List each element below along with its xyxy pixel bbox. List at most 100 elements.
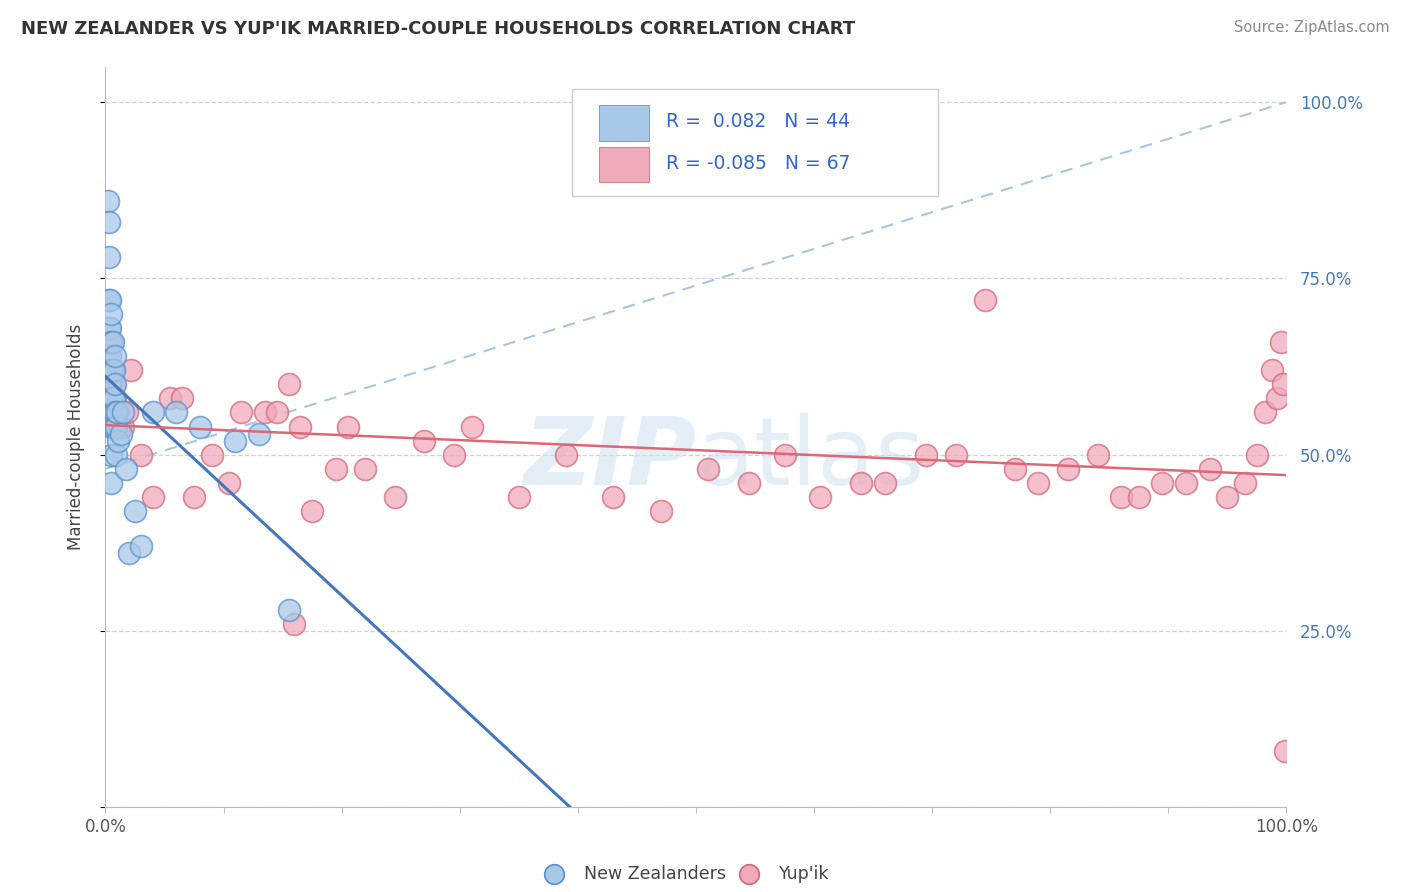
Point <box>543 863 565 878</box>
Point <box>602 490 624 504</box>
Point <box>110 426 132 441</box>
Point <box>1028 475 1050 490</box>
Point <box>873 475 896 490</box>
Point <box>1128 490 1150 504</box>
Point <box>1234 475 1257 490</box>
Point <box>97 194 120 208</box>
Point <box>107 434 129 448</box>
Point <box>98 250 121 264</box>
Point <box>101 392 124 406</box>
Point <box>98 293 121 307</box>
Point <box>101 334 124 349</box>
Point <box>336 419 359 434</box>
Point <box>142 405 165 419</box>
Text: New Zealanders: New Zealanders <box>583 865 725 883</box>
Point <box>773 448 796 462</box>
Point <box>945 448 967 462</box>
Point <box>98 334 121 349</box>
Point <box>112 419 135 434</box>
Point <box>98 349 121 363</box>
Point <box>183 490 205 504</box>
Point <box>1274 744 1296 758</box>
Point <box>231 405 253 419</box>
Point <box>974 293 997 307</box>
Point <box>124 504 146 518</box>
Point <box>98 320 121 334</box>
Point <box>277 377 299 392</box>
Point <box>224 434 246 448</box>
Point <box>1198 462 1220 476</box>
Point <box>384 490 406 504</box>
Point <box>100 419 122 434</box>
Point <box>100 334 122 349</box>
Point <box>301 504 323 518</box>
Point <box>266 405 288 419</box>
Point <box>100 307 122 321</box>
Text: ZIP: ZIP <box>523 413 696 505</box>
Text: R =  0.082   N = 44: R = 0.082 N = 44 <box>666 112 851 131</box>
Point <box>105 405 128 419</box>
Point <box>108 419 131 434</box>
Point <box>98 293 121 307</box>
Point <box>354 462 377 476</box>
Point <box>1254 405 1277 419</box>
Point <box>98 377 121 392</box>
Point <box>1109 490 1132 504</box>
Text: Yup'ik: Yup'ik <box>779 865 830 883</box>
Point <box>696 462 718 476</box>
Point <box>172 392 194 406</box>
Point <box>98 377 121 392</box>
Point <box>218 475 240 490</box>
Point <box>98 320 121 334</box>
Point <box>101 405 124 419</box>
Point <box>1261 363 1284 377</box>
Point <box>290 419 312 434</box>
Point <box>104 392 127 406</box>
Point <box>1271 377 1294 392</box>
Point <box>103 392 125 406</box>
Text: R = -0.085   N = 67: R = -0.085 N = 67 <box>666 153 851 173</box>
Point <box>120 363 142 377</box>
Point <box>98 363 121 377</box>
Point <box>112 405 135 419</box>
Point <box>253 405 276 419</box>
Point <box>100 392 122 406</box>
FancyBboxPatch shape <box>599 105 648 141</box>
Point <box>98 363 121 377</box>
Point <box>1004 462 1026 476</box>
Point <box>1175 475 1198 490</box>
Point <box>555 448 578 462</box>
Point <box>1246 448 1268 462</box>
Point <box>1270 334 1292 349</box>
Point <box>104 405 127 419</box>
Point <box>201 448 224 462</box>
Point <box>103 377 125 392</box>
FancyBboxPatch shape <box>572 89 938 196</box>
Text: Source: ZipAtlas.com: Source: ZipAtlas.com <box>1233 20 1389 35</box>
Point <box>413 434 436 448</box>
Point <box>142 490 165 504</box>
Point <box>1216 490 1239 504</box>
Point <box>443 448 465 462</box>
Point <box>1057 462 1080 476</box>
Point <box>738 863 761 878</box>
Point <box>1152 475 1174 490</box>
Point <box>104 349 127 363</box>
Point <box>103 419 125 434</box>
Point <box>98 405 121 419</box>
Point <box>851 475 873 490</box>
FancyBboxPatch shape <box>599 147 648 182</box>
Point <box>101 363 124 377</box>
Point <box>277 603 299 617</box>
Point <box>129 540 152 554</box>
Point <box>165 405 187 419</box>
Point <box>100 475 122 490</box>
Point <box>129 448 152 462</box>
Point <box>101 419 124 434</box>
Point <box>114 462 136 476</box>
Point <box>915 448 938 462</box>
Point <box>104 377 127 392</box>
Point <box>100 363 122 377</box>
Text: atlas: atlas <box>696 413 924 505</box>
Point <box>115 405 138 419</box>
